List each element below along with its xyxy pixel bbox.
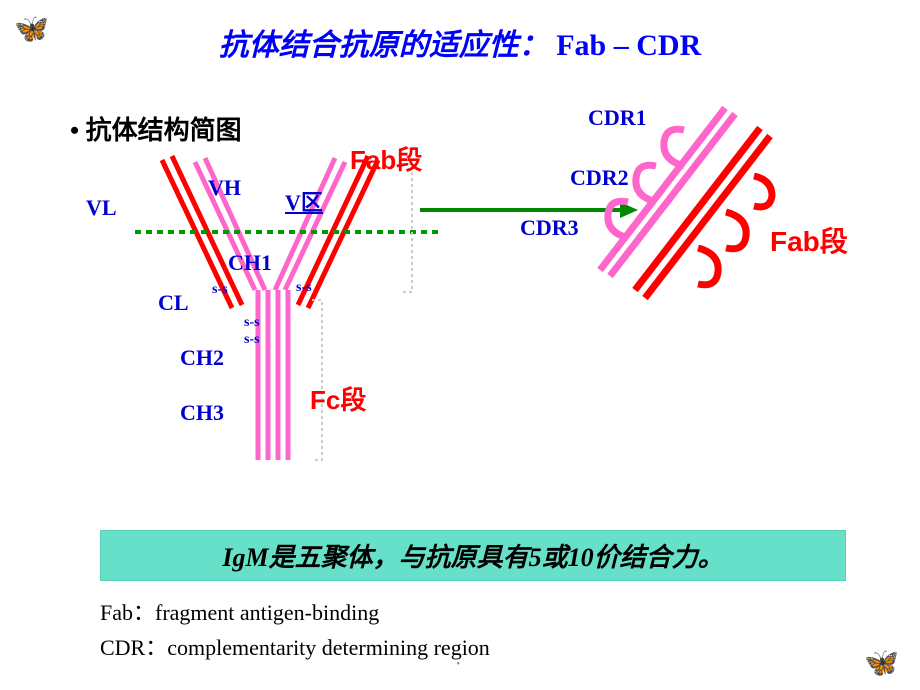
antibody-diagram: VL VH V区 CH1 CL CH2 CH3 s-s s-s s-s s-s … [80,90,860,490]
label-ss1: s-s [212,282,228,298]
slide-title: 抗体结合抗原的适应性： Fab – CDR [0,0,920,64]
label-ch2: CH2 [180,345,224,371]
label-cdr1: CDR1 [588,105,647,131]
label-vzone: V区 [285,185,323,217]
butterfly-icon: 🦋 [864,646,904,676]
label-vh: VH [208,175,241,201]
label-cdr2: CDR2 [570,165,629,191]
label-ss2: s-s [296,280,312,296]
label-vl: VL [86,195,117,221]
antibody-svg [80,90,860,490]
footer-cdr: CDR：complementarity determining region [100,630,490,662]
label-fab-right: Fab段 [770,220,848,260]
label-ss3: s-s [244,315,260,331]
label-fab-left: Fab段 [350,140,422,177]
footer-fab: Fab：fragment antigen-binding [100,595,379,627]
label-cdr3: CDR3 [520,215,579,241]
title-cn: 抗体结合抗原的适应性： [219,29,549,62]
page-indicator: • [456,659,460,670]
butterfly-icon: 🦋 [14,12,54,42]
highlight-note: IgM是五聚体，与抗原具有5或10价结合力。 [100,530,846,581]
label-ch3: CH3 [180,400,224,426]
title-en: Fab – CDR [556,29,701,62]
label-ch1: CH1 [228,250,272,276]
label-cl: CL [158,290,189,316]
label-fc: Fc段 [310,380,366,417]
label-ss4: s-s [244,332,260,348]
